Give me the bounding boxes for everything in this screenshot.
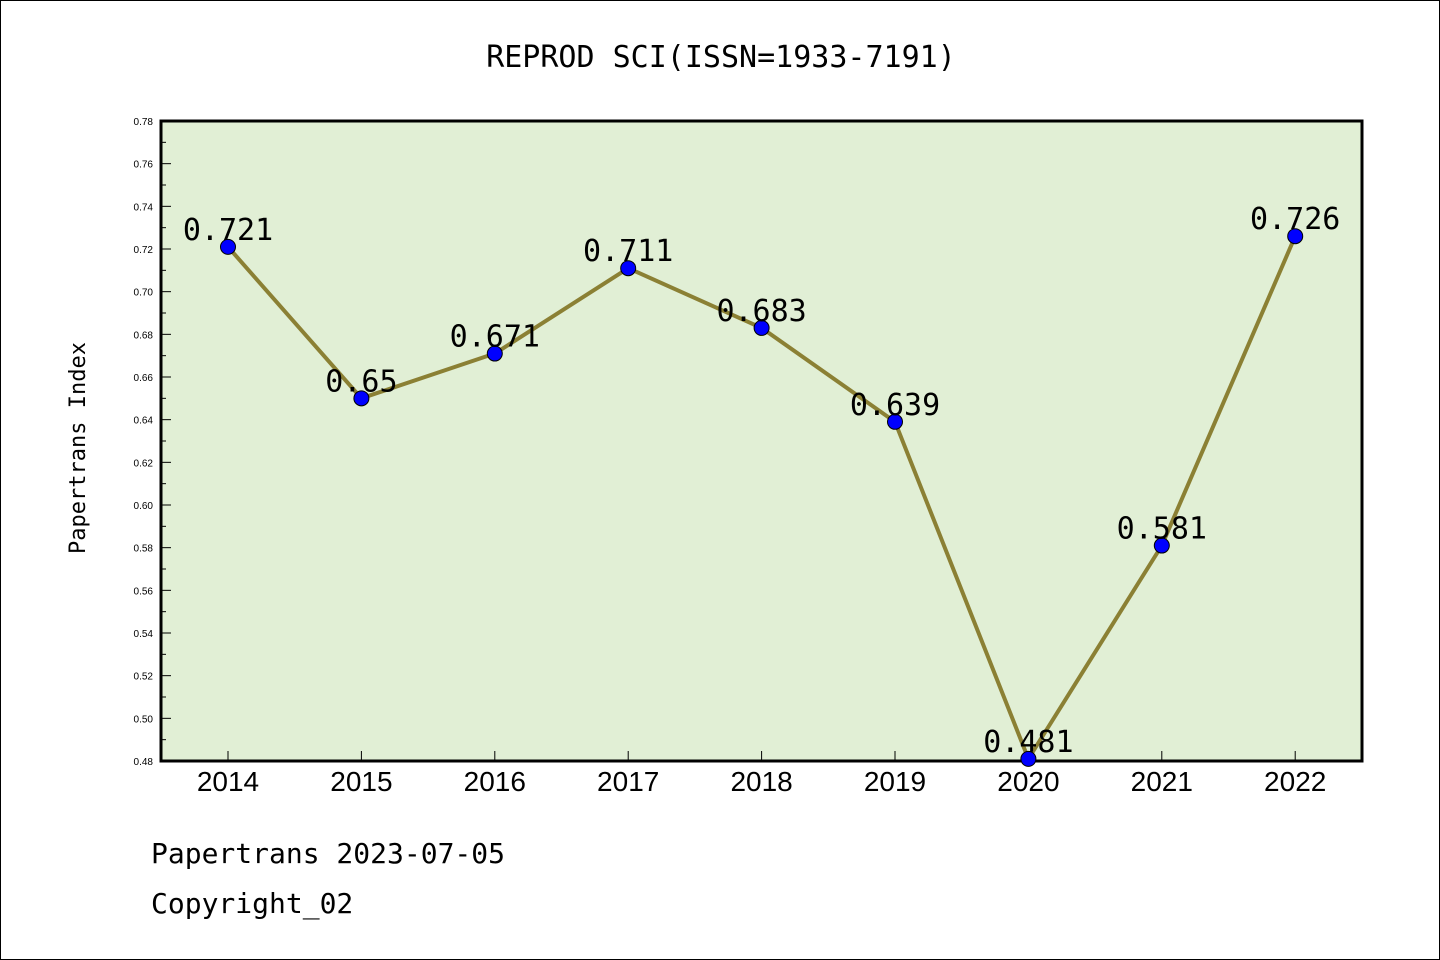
data-points [220, 228, 1304, 767]
y-tick-label: 0.76 [134, 160, 154, 171]
data-point [486, 345, 503, 362]
data-point [1153, 537, 1170, 554]
y-tick-label: 0.60 [134, 501, 154, 512]
x-tick-label: 2016 [464, 766, 526, 797]
data-label: 0.481 [983, 725, 1073, 760]
plot-area [159, 119, 1364, 763]
y-tick-label: 0.52 [134, 672, 154, 683]
footer-copyright: Copyright_02 [151, 887, 354, 920]
data-point [1287, 228, 1304, 245]
x-tick-label: 2020 [997, 766, 1059, 797]
y-tick-label: 0.78 [134, 117, 154, 128]
data-label: 0.721 [183, 213, 273, 248]
y-tick-label: 0.48 [134, 757, 154, 768]
y-tick-label: 0.56 [134, 586, 154, 597]
data-point [620, 260, 637, 277]
data-point [220, 238, 236, 255]
x-tick-label: 2017 [597, 766, 659, 797]
data-point [1020, 750, 1037, 767]
data-labels: 0.721 0.65 0.671 0.711 0.683 0.639 0.481 0.581 0… [183, 202, 1341, 760]
data-label: 0.726 [1250, 202, 1340, 237]
y-tick-label: 0.68 [134, 330, 154, 341]
y-tick-label: 0.66 [134, 373, 154, 384]
x-tick-label: 2021 [1131, 766, 1193, 797]
y-tick-label: 0.50 [134, 714, 154, 725]
data-point [887, 413, 903, 430]
data-label: 0.639 [850, 388, 940, 423]
y-tick-label: 0.72 [134, 245, 154, 256]
data-label: 0.671 [450, 320, 540, 355]
x-tick-label: 2014 [197, 766, 259, 797]
y-tick-label: 0.54 [134, 629, 154, 640]
y-tick-label: 0.74 [134, 202, 154, 213]
x-axis: 2014 2015 2016 2017 2018 2019 2020 2021 2022 [197, 751, 1326, 797]
data-point [753, 319, 770, 336]
y-tick-label: 0.70 [134, 288, 154, 299]
x-tick-label: 2022 [1264, 766, 1326, 797]
data-label: 0.683 [716, 294, 806, 329]
data-label: 0.711 [583, 234, 673, 269]
y-tick-label: 0.64 [134, 416, 154, 427]
y-tick-label: 0.58 [134, 544, 154, 555]
y-tick-label: 0.62 [134, 458, 154, 469]
data-point [353, 390, 370, 407]
x-tick-label: 2019 [864, 766, 926, 797]
footer-date: Papertrans 2023-07-05 [151, 837, 506, 870]
data-label: 0.65 [325, 364, 397, 399]
y-axis: 0.48 0.50 0.52 0.54 0.56 0.58 0.60 0.62 0.64 0.66… [134, 117, 171, 768]
x-tick-label: 2015 [330, 766, 392, 797]
x-tick-label: 2018 [730, 766, 792, 797]
data-label: 0.581 [1117, 512, 1207, 547]
y-axis-label: Papertrans Index [66, 342, 91, 554]
chart-title: REPROD SCI(ISSN=1933-7191) [486, 40, 956, 75]
